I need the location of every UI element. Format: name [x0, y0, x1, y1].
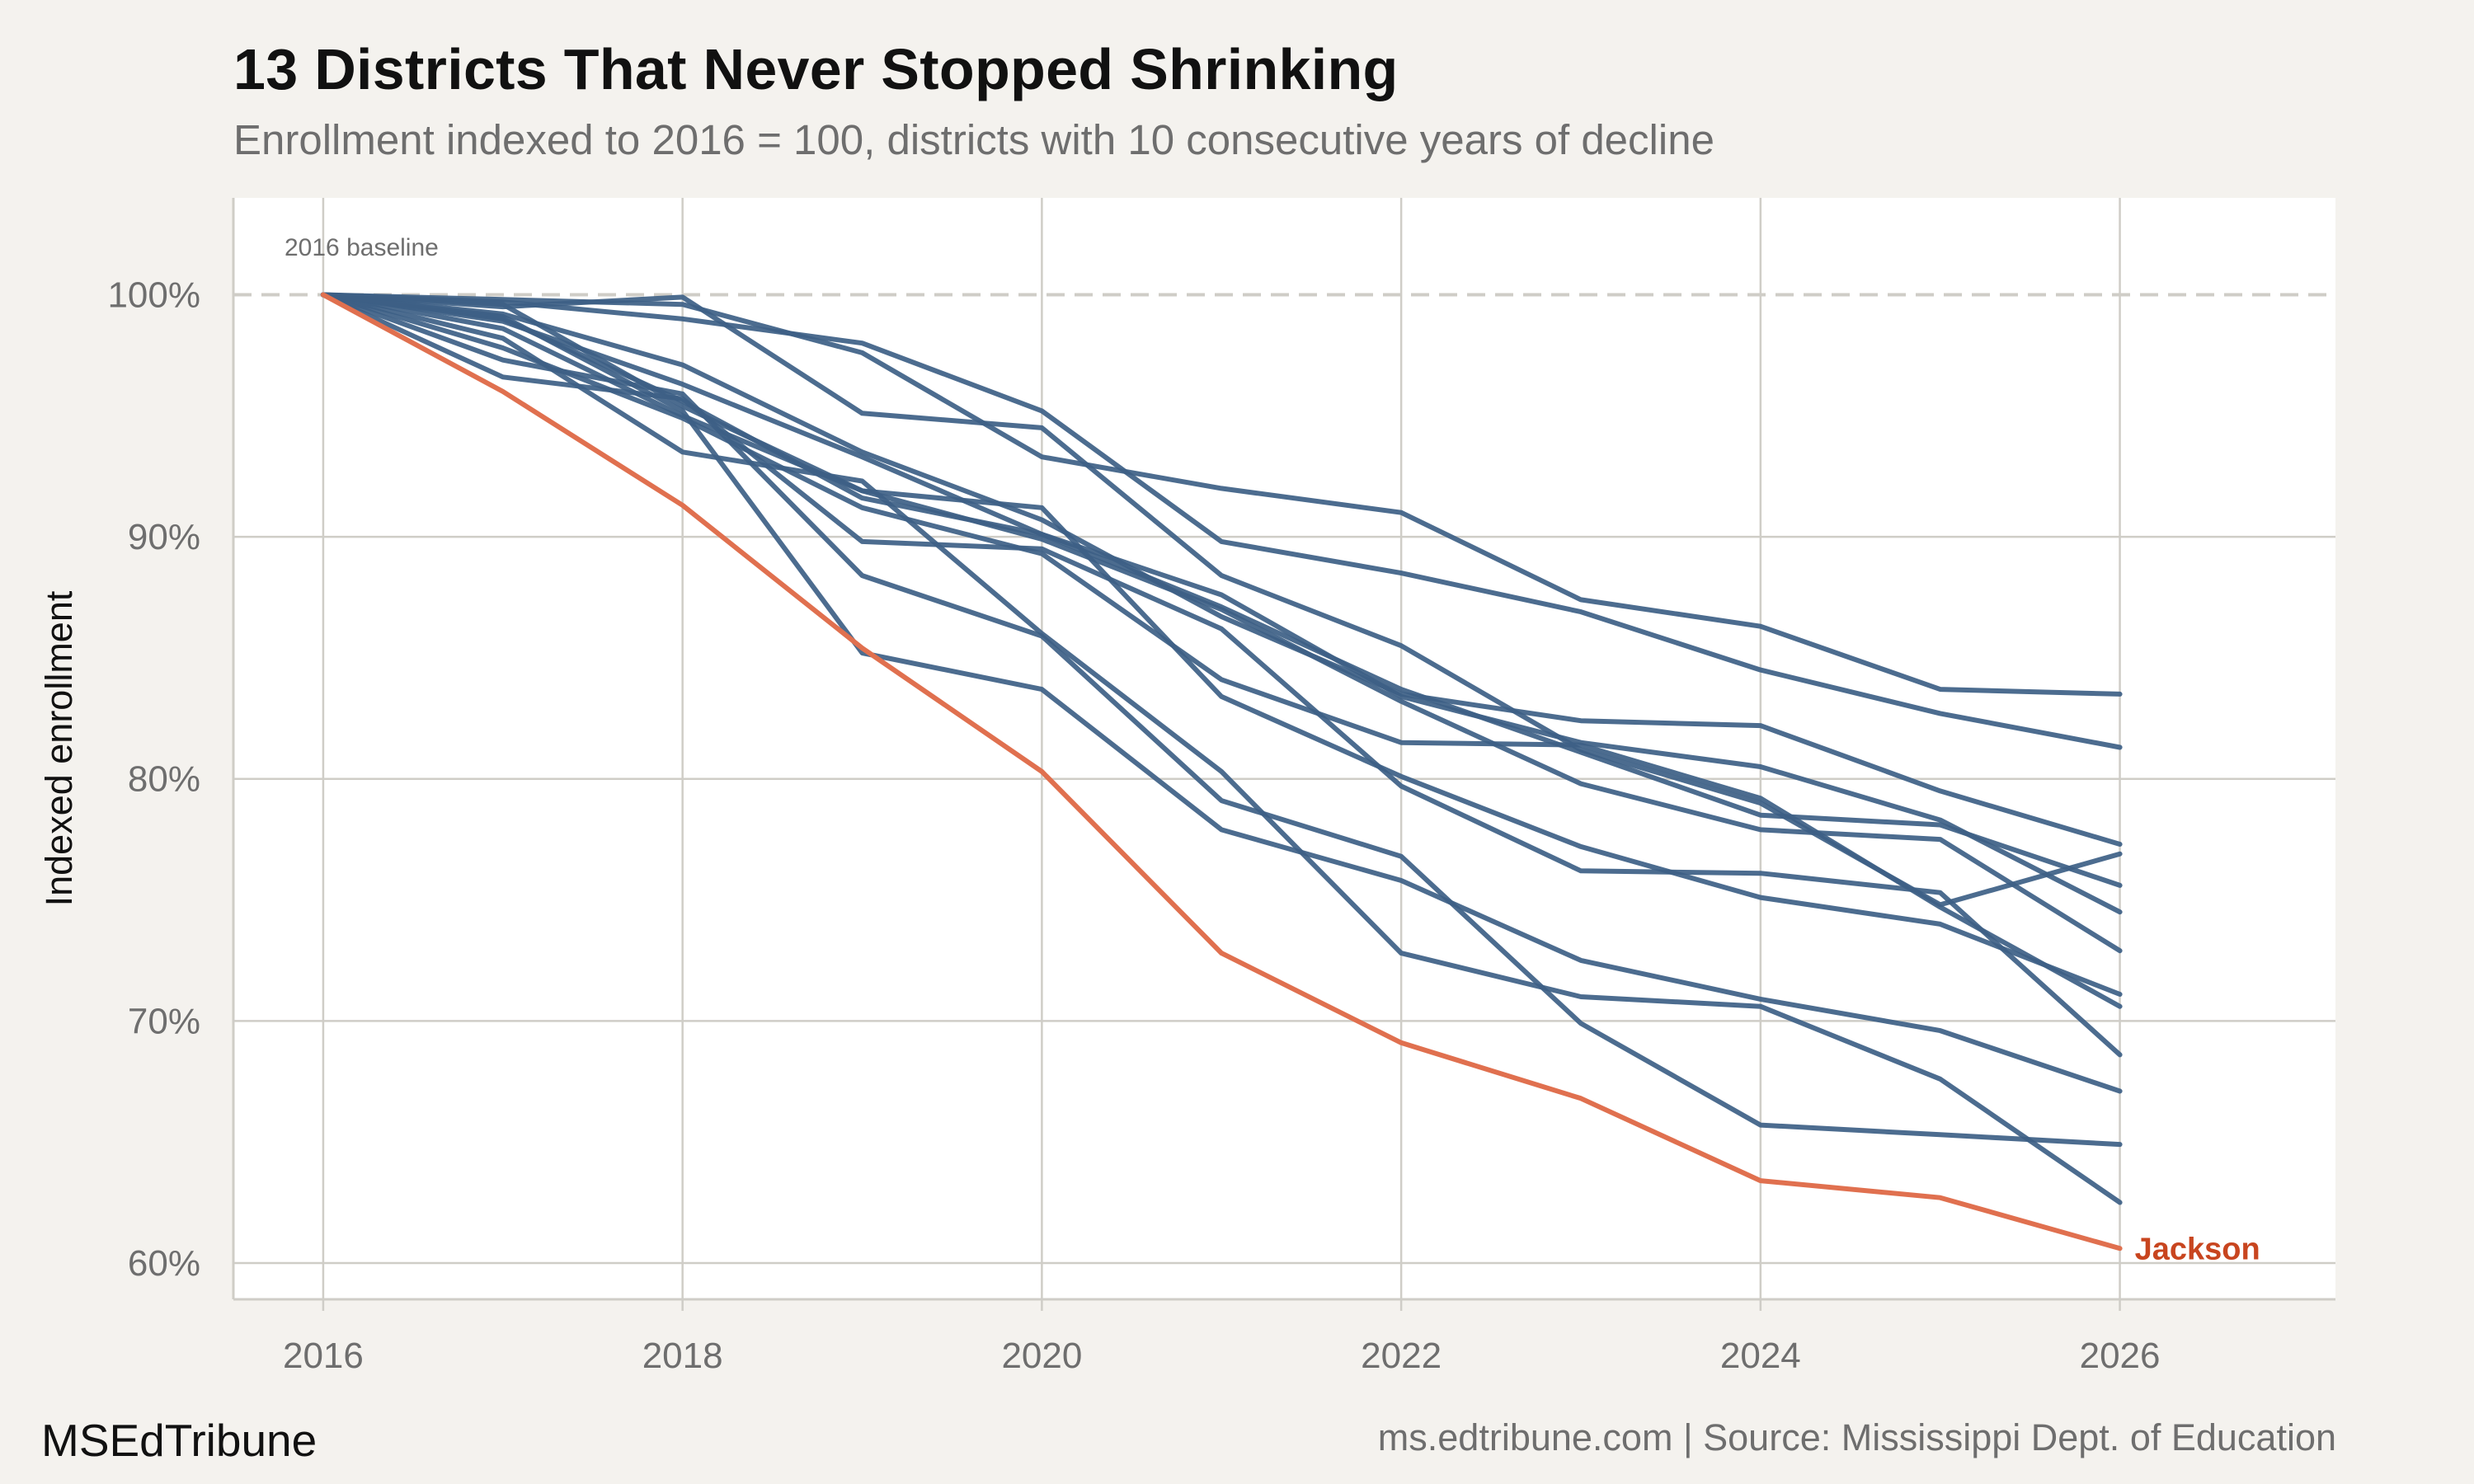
x-tick-label: 2020 — [1001, 1336, 1082, 1376]
district-line — [320, 292, 2123, 847]
y-tick-label: 100% — [107, 275, 200, 315]
district-line — [320, 292, 2123, 750]
y-tick-label: 80% — [128, 759, 200, 800]
y-tick-label: 60% — [128, 1243, 200, 1284]
axes — [232, 198, 2335, 1301]
x-tick-labels: 2016 2018 2020 2022 2024 2026 — [283, 1336, 2161, 1376]
y-tick-label: 90% — [128, 517, 200, 557]
district-line — [320, 292, 2123, 1148]
x-tick-label: 2018 — [642, 1336, 723, 1376]
district-line — [320, 292, 2123, 915]
y-axis-title: Indexed enrollment — [38, 590, 80, 906]
baseline: 2016 baseline — [233, 234, 2335, 297]
chart-subtitle: Enrollment indexed to 2016 = 100, distri… — [233, 116, 1714, 163]
district-line — [320, 292, 2123, 1205]
highlight-label: Jackson — [2135, 1232, 2260, 1266]
x-tick-label: 2026 — [2080, 1336, 2161, 1376]
highlight-line — [320, 292, 2123, 1252]
district-line — [320, 292, 2123, 1009]
brand-logo-text: MSEdTribune — [41, 1415, 317, 1466]
chart-title: 13 Districts That Never Stopped Shrinkin… — [233, 37, 1399, 101]
highlight-series: Jackson — [320, 292, 2260, 1266]
district-line — [320, 292, 2123, 1058]
y-tick-label: 70% — [128, 1001, 200, 1041]
gridlines — [233, 198, 2335, 1311]
district-line — [320, 292, 2123, 1094]
source-caption: ms.edtribune.com | Source: Mississippi D… — [1377, 1416, 2336, 1458]
x-tick-label: 2024 — [1720, 1336, 1801, 1376]
district-line — [320, 292, 2123, 997]
baseline-label: 2016 baseline — [285, 234, 439, 261]
x-tick-label: 2022 — [1361, 1336, 1442, 1376]
district-lines — [320, 292, 2123, 1205]
y-tick-labels: 60% 70% 80% 90% 100% — [107, 275, 200, 1284]
x-tick-label: 2016 — [283, 1336, 364, 1376]
